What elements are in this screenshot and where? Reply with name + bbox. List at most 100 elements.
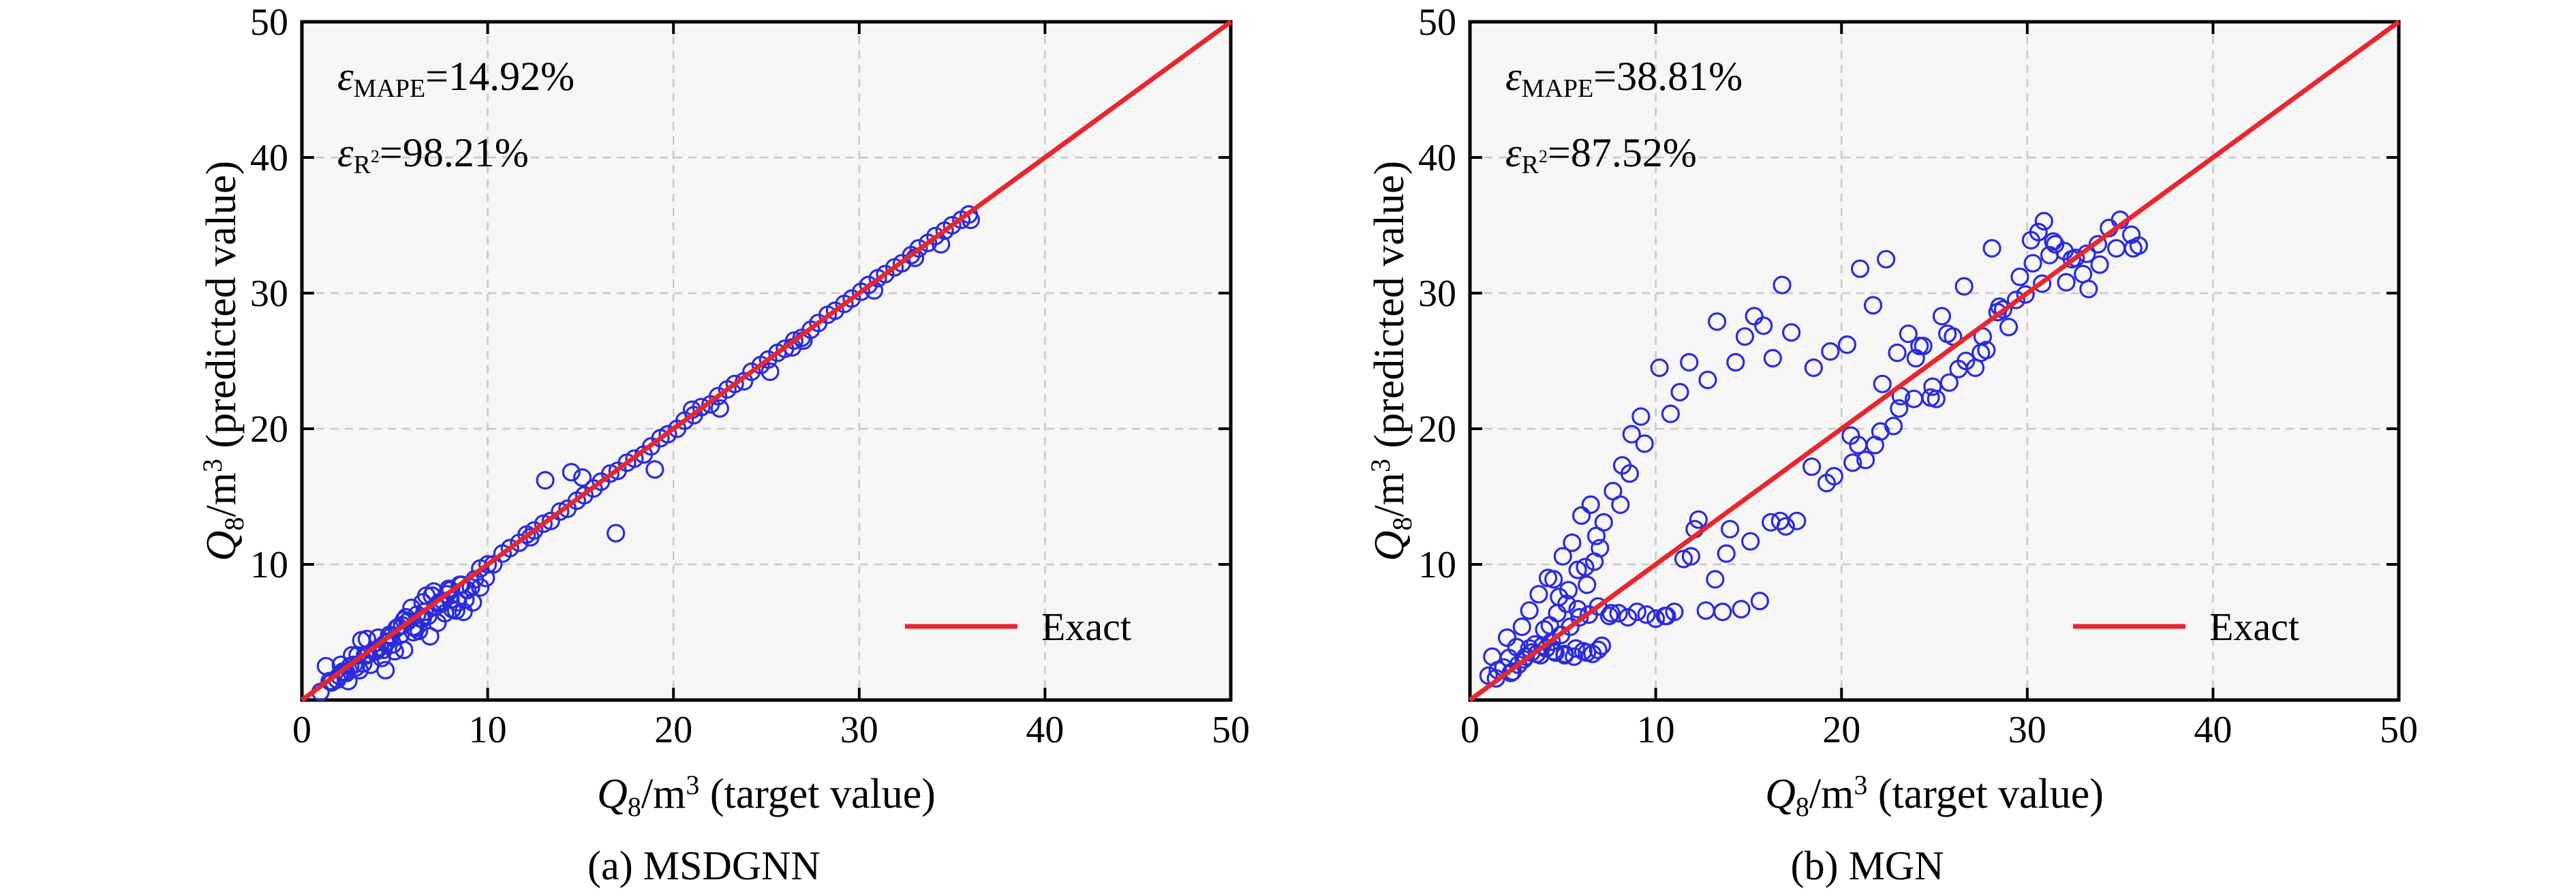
data-point [1899,324,1918,344]
data-point [2010,267,2029,286]
legend: Exact [905,605,1131,649]
data-point [1713,602,1732,622]
y-tick-label: 50 [1418,1,1456,44]
data-point [376,661,395,680]
data-point [1601,603,1621,623]
x-tick-label: 10 [1637,709,1675,751]
data-point [1631,407,1651,426]
data-point [710,399,729,418]
x-tick-label: 20 [654,709,692,751]
data-point [1999,318,2019,337]
data-point [1689,510,1708,529]
exact-line [300,20,1233,702]
data-point [1788,511,1807,530]
data-point [1611,495,1630,515]
mape-metric: εMAPE=14.92% [337,54,574,103]
data-point [1559,581,1578,600]
data-point [625,449,644,468]
y-tick-label: 30 [250,273,288,315]
data-point [1680,352,1699,372]
data-point [1856,451,1875,470]
data-point [1698,370,1717,390]
data-point [1544,641,1563,661]
data-point [1939,373,1959,392]
data-point [1735,327,1754,346]
data-point [1750,592,1769,611]
data-point [2016,285,2035,304]
data-point [341,656,360,676]
x-tick-label: 50 [2380,709,2418,751]
data-point [2023,254,2042,273]
data-point [1938,324,1957,344]
data-point [1972,343,1991,363]
data-point [1726,352,1745,372]
data-point [1914,337,1933,356]
data-point [1619,607,1638,627]
data-point [1681,547,1700,566]
data-point [1993,300,2012,319]
data-point [1499,648,1518,667]
data-point [2006,290,2025,309]
data-point [393,616,412,635]
x-tick-label: 0 [1460,709,1479,751]
data-point [1497,628,1517,648]
data-point [1555,644,1574,663]
data-point [1837,335,1856,354]
data-point [1561,617,1580,637]
data-point [1871,422,1890,441]
data-point [1717,544,1736,563]
data-point [2079,279,2098,299]
r2-metric: εR2=98.21% [337,130,529,179]
data-point [541,511,560,530]
data-point [1572,506,1591,526]
data-point [1782,323,1801,342]
data-point [1581,495,1600,515]
chart-panel-1: 0 10 20 30 40 50 10 20 30 40 50 εMAPE=14.92% εR2=98.… [197,1,1250,888]
data-point [1863,296,1883,315]
data-point [742,362,761,382]
data-point [1850,259,1870,278]
data-point [1877,249,1896,269]
data-point [471,578,490,597]
panel-caption: (a) MSDGNN [587,843,821,888]
data-point [1754,316,1773,335]
data-point [1849,436,1868,455]
y-axis-label: Q8/m3 (predicted value) [1365,161,1417,561]
data-point [1550,588,1569,607]
data-point [463,593,482,612]
data-point [1578,643,1597,663]
data-point [2044,232,2063,251]
data-point [1544,570,1563,589]
data-point [859,275,878,294]
data-point [1741,532,1760,551]
data-point [2062,249,2081,269]
r2-metric: εR2=87.52% [1505,130,1697,179]
data-point [842,289,861,308]
data-point [692,397,711,416]
data-point [1578,575,1597,594]
data-point [1954,277,1974,296]
data-point [452,575,472,594]
data-point [1568,600,1587,619]
y-tick-label: 10 [250,544,288,586]
y-axis-label: Q8/m3 (predicted value) [197,161,249,561]
data-point [1594,513,1613,532]
data-point [1509,655,1528,674]
data-point [1661,404,1680,423]
data-point [572,468,592,487]
data-point [2057,273,2076,292]
data-point [574,485,594,505]
data-point [942,215,962,235]
data-point [758,350,778,369]
y-tick-label: 20 [1418,408,1456,451]
data-point [320,671,339,691]
data-point [1763,348,1782,368]
data-point [2090,255,2109,274]
data-point [454,602,473,622]
data-point [1609,603,1628,623]
x-tick-label: 30 [2008,709,2046,751]
y-tick-label: 10 [1418,544,1456,586]
data-point [1540,616,1559,635]
data-point [1599,606,1619,626]
data-point [1745,307,1764,326]
